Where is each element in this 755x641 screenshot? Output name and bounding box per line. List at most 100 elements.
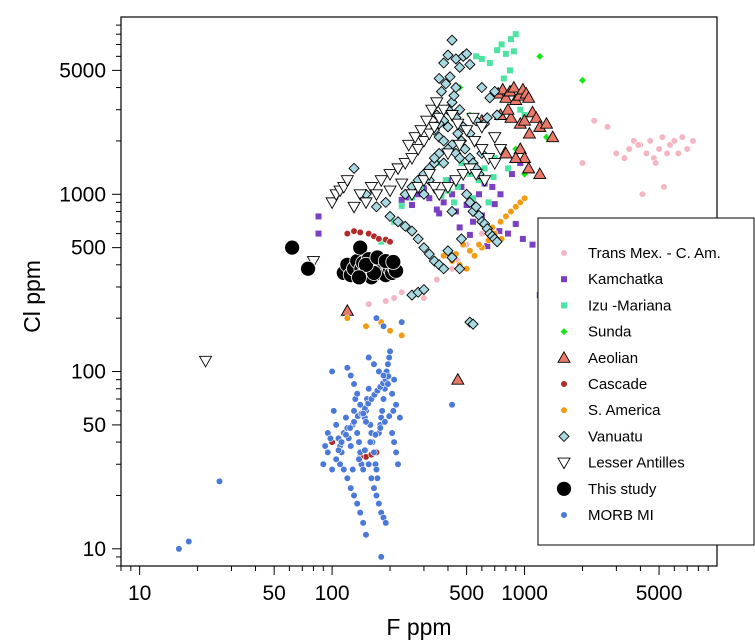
- data-point: [359, 409, 367, 418]
- series-9: [284, 239, 404, 286]
- data-point: [539, 116, 554, 129]
- data-point: [343, 314, 351, 322]
- data-point: [355, 455, 363, 463]
- data-point: [466, 231, 473, 238]
- data-point: [464, 58, 476, 71]
- data-point: [422, 128, 437, 141]
- data-point: [470, 252, 479, 260]
- data-point: [328, 367, 336, 376]
- data-point: [350, 491, 358, 500]
- legend-item: Lesser Antilles: [557, 455, 685, 472]
- legend-item: S. America: [560, 402, 661, 419]
- data-point: [340, 175, 355, 188]
- data-point: [436, 210, 443, 217]
- data-point: [660, 183, 668, 191]
- data-point: [504, 165, 511, 172]
- data-point: [398, 158, 413, 170]
- y-tick-label: 5000: [59, 59, 106, 82]
- data-point: [459, 125, 474, 138]
- legend-marker: [556, 480, 572, 497]
- data-point: [415, 191, 422, 198]
- data-point: [491, 236, 503, 248]
- data-point: [494, 47, 501, 54]
- data-point: [512, 31, 519, 38]
- data-point: [638, 190, 647, 198]
- legend-label: Izu -Mariana: [588, 297, 672, 314]
- data-point: [359, 197, 373, 210]
- data-point: [446, 205, 458, 218]
- data-point: [502, 50, 509, 57]
- data-point: [384, 360, 392, 368]
- data-point: [658, 133, 666, 141]
- data-point: [442, 121, 454, 133]
- data-point: [391, 163, 405, 176]
- data-point: [425, 104, 439, 117]
- data-point: [422, 169, 437, 181]
- data-point: [365, 300, 373, 308]
- data-point: [343, 230, 351, 238]
- data-point: [414, 125, 428, 138]
- y-tick-label: 50: [83, 414, 106, 437]
- data-point: [381, 418, 389, 426]
- data-point: [481, 165, 488, 172]
- data-point: [466, 247, 474, 255]
- data-point: [378, 407, 386, 415]
- data-point: [418, 188, 430, 200]
- data-point: [372, 465, 381, 474]
- data-point: [423, 248, 435, 260]
- legend: Trans Mex. - C. Am. Kamchatka Izu -Mariana…: [537, 217, 755, 546]
- data-point: [450, 81, 462, 94]
- data-point: [408, 132, 422, 145]
- data-point: [352, 239, 369, 256]
- data-point: [470, 201, 482, 213]
- data-point: [348, 162, 360, 175]
- legend-marker: [560, 406, 568, 414]
- data-point: [491, 201, 498, 208]
- data-point: [370, 484, 378, 492]
- data-point: [507, 80, 521, 93]
- data-point: [499, 90, 513, 103]
- data-point: [406, 225, 418, 237]
- data-point: [448, 90, 460, 102]
- data-point: [390, 438, 398, 446]
- data-point: [670, 137, 678, 145]
- data-point: [441, 148, 455, 161]
- x-tick-label: 1000: [501, 582, 548, 605]
- data-point: [475, 121, 489, 134]
- y-axis: 10 50 100 500 1000 5000: [59, 24, 121, 567]
- legend-item: Cascade: [560, 376, 647, 393]
- data-point: [350, 227, 358, 235]
- data-point: [315, 213, 322, 220]
- x-tick-label: 500: [449, 582, 484, 605]
- legend-label: MORB MI: [588, 507, 654, 524]
- legend-label: Lesser Antilles: [588, 455, 685, 472]
- data-point: [336, 460, 344, 468]
- data-point: [501, 102, 515, 115]
- data-point: [399, 220, 411, 232]
- data-point: [444, 71, 456, 83]
- data-point: [456, 224, 463, 231]
- data-point: [642, 149, 651, 158]
- data-point: [417, 175, 431, 188]
- data-point: [370, 360, 378, 368]
- data-point: [396, 413, 404, 422]
- data-point: [351, 269, 367, 286]
- data-point: [359, 465, 367, 474]
- data-point: [353, 429, 361, 437]
- data-point: [487, 158, 502, 170]
- data-point: [362, 322, 370, 330]
- data-points: [175, 31, 697, 561]
- data-point: [319, 460, 327, 468]
- data-point: [430, 97, 444, 110]
- data-point: [485, 199, 492, 206]
- data-point: [504, 230, 511, 237]
- data-point: [334, 446, 343, 454]
- legend-item: Aeolian: [557, 350, 638, 367]
- data-point: [362, 531, 370, 539]
- data-point: [476, 177, 483, 184]
- data-point: [487, 132, 502, 145]
- data-point: [446, 251, 458, 264]
- data-point: [476, 191, 483, 198]
- data-point: [451, 199, 458, 206]
- series-10: [175, 314, 456, 561]
